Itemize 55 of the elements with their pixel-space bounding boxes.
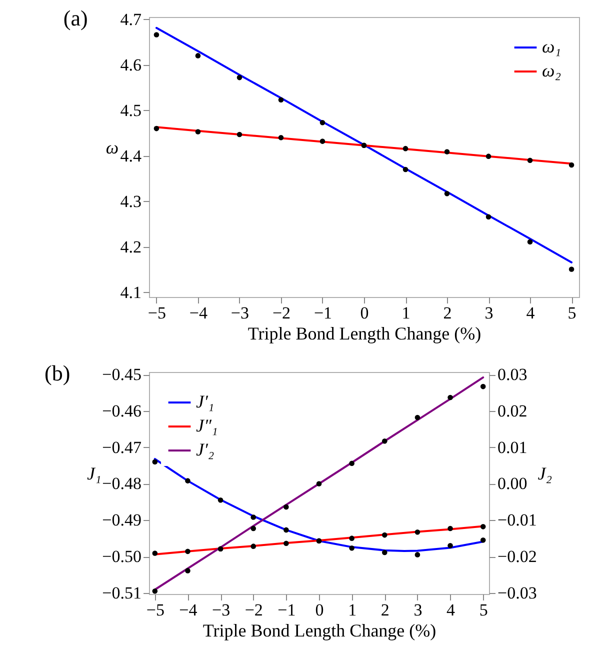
- x-tick-label: 4: [446, 600, 456, 620]
- y-axis-title: ω: [106, 138, 119, 158]
- x-tick-label: −4: [179, 600, 198, 620]
- x-tick-label: −1: [278, 600, 296, 620]
- x-tick-label: −5: [146, 600, 164, 620]
- y2-tick-label: −0.03: [498, 583, 537, 602]
- x-tick-label: 1: [348, 600, 357, 620]
- y-tick-label: −0.50: [102, 547, 142, 566]
- x-tick-label: 5: [479, 600, 488, 620]
- x-tick-label: −5: [148, 304, 166, 322]
- legend-label: ω₂: [542, 60, 561, 80]
- y-tick-label: 4.4: [120, 146, 142, 166]
- y2-tick-label: −0.01: [498, 510, 537, 530]
- legend-label: ω₁: [542, 36, 561, 56]
- x-tick-label: 0: [360, 304, 369, 322]
- y-tick-label: −0.46: [102, 401, 142, 420]
- x-tick-label: 3: [414, 600, 422, 620]
- x-tick-label: 2: [443, 304, 452, 322]
- x-tick-label: 4: [526, 304, 536, 322]
- legend-label: J″₁: [196, 416, 218, 436]
- y2-tick-label: −0.02: [498, 547, 537, 566]
- y-tick-label: −0.51: [102, 583, 142, 602]
- y-axis-title: J₁: [87, 464, 102, 484]
- y2-tick-label: 0.03: [498, 365, 528, 384]
- y-tick-label: −0.49: [102, 510, 142, 530]
- x-axis-title: Triple Bond Length Change (%): [248, 324, 482, 344]
- legend-label: J′₂: [196, 440, 214, 460]
- x-tick-label: 1: [402, 304, 410, 322]
- legend-label: J′₁: [196, 392, 214, 412]
- x-tick-label: −3: [212, 600, 230, 620]
- x-tick-label: 5: [568, 304, 576, 322]
- y-tick-label: 4.1: [120, 282, 142, 302]
- y-tick-label: 4.2: [120, 237, 142, 256]
- x-axis-title: Triple Bond Length Change (%): [202, 620, 436, 640]
- x-tick-label: −4: [189, 304, 208, 322]
- chart-title: (a): [63, 5, 88, 30]
- y2-tick-label: 0.00: [498, 474, 528, 494]
- y-tick-label: 4.7: [120, 10, 142, 29]
- y-tick-label: −0.47: [102, 438, 142, 457]
- y-tick-label: 4.3: [120, 192, 142, 211]
- y2-tick-label: 0.02: [498, 401, 528, 420]
- y2-axis-title: J₂: [538, 464, 552, 484]
- x-tick-label: −1: [314, 304, 332, 322]
- y-tick-label: 4.6: [120, 55, 142, 74]
- x-tick-label: 3: [484, 304, 494, 322]
- y2-tick-label: 0.01: [498, 438, 528, 457]
- y-tick-label: −0.48: [102, 474, 142, 494]
- x-tick-label: −2: [272, 304, 291, 322]
- x-tick-label: −2: [244, 600, 263, 620]
- y-tick-label: 4.5: [120, 100, 142, 120]
- x-tick-label: 0: [315, 600, 324, 620]
- x-tick-label: 2: [380, 600, 390, 620]
- y-tick-label: −0.45: [102, 365, 142, 384]
- chart-title: (b): [44, 360, 70, 386]
- x-tick-label: −3: [230, 304, 250, 322]
